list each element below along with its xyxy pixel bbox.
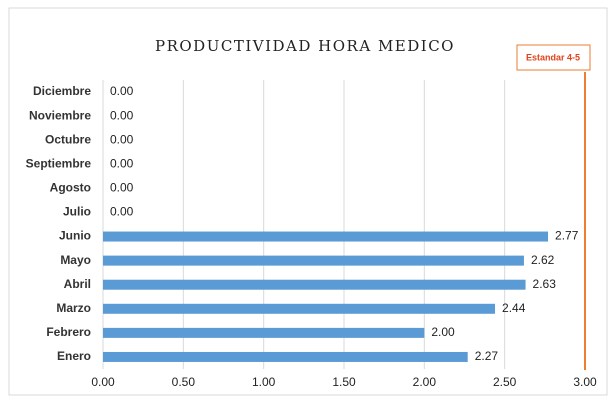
chart-title: PRODUCTIVIDAD HORA MEDICO (155, 37, 455, 55)
value-label: 2.27 (475, 349, 499, 363)
bar (103, 351, 468, 362)
x-tick-label: 0.50 (172, 375, 196, 389)
value-label: 2.44 (502, 301, 526, 315)
value-label: 2.00 (431, 325, 455, 339)
value-label: 2.63 (533, 277, 557, 291)
y-tick-label: Diciembre (33, 84, 91, 98)
y-tick-label: Agosto (50, 181, 91, 195)
y-tick-label: Abril (64, 277, 91, 291)
value-label: 0.00 (110, 205, 134, 219)
x-tick-label: 0.00 (91, 375, 115, 389)
x-tick-label: 2.00 (413, 375, 437, 389)
y-tick-label: Septiembre (26, 156, 92, 170)
bar (103, 279, 526, 290)
value-label: 0.00 (110, 84, 134, 98)
bar (103, 327, 425, 338)
bar (103, 303, 496, 314)
annotation-box (516, 44, 591, 71)
y-tick-label: Enero (57, 349, 91, 363)
annotation: Estandar 4-5 (526, 52, 580, 62)
value-label: 2.62 (531, 253, 555, 267)
x-tick-label: 1.00 (252, 375, 276, 389)
y-tick-label: Junio (59, 229, 91, 243)
y-tick-label: Marzo (56, 301, 91, 315)
value-label: 0.00 (110, 108, 134, 122)
y-tick-label: Mayo (60, 253, 91, 267)
value-label: 0.00 (110, 181, 134, 195)
x-tick-label: 2.50 (493, 375, 517, 389)
y-tick-label: Noviembre (29, 108, 91, 122)
value-label: 0.00 (110, 156, 134, 170)
bar (103, 231, 549, 242)
value-label: 0.00 (110, 132, 134, 146)
value-label: 2.77 (555, 229, 579, 243)
x-tick-label: 1.50 (332, 375, 356, 389)
bar (103, 255, 524, 266)
x-tick-label: 3.00 (573, 375, 597, 389)
y-tick-label: Julio (63, 205, 91, 219)
y-tick-label: Octubre (45, 132, 91, 146)
y-tick-label: Febrero (46, 325, 91, 339)
